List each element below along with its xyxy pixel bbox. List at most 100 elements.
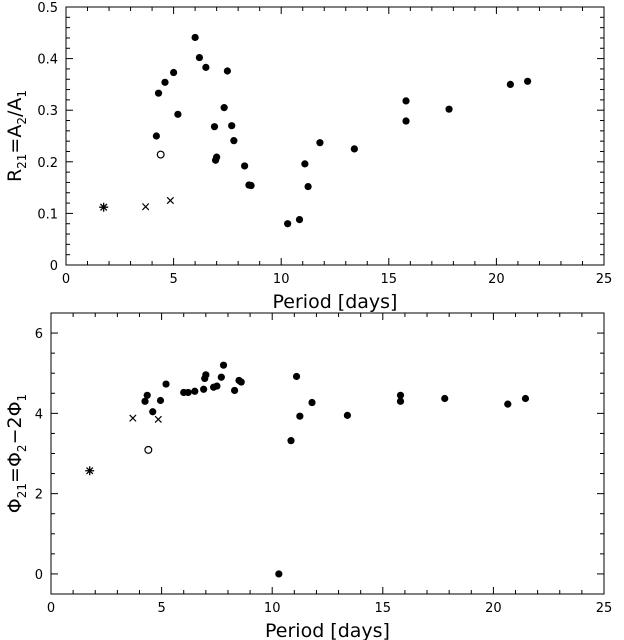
- data-point: [445, 105, 453, 113]
- data-point: [141, 397, 149, 405]
- y-tick-label: 0: [35, 568, 43, 583]
- data-point: [402, 117, 410, 125]
- data-point: [210, 123, 219, 131]
- y-tick-label: 0.1: [37, 207, 58, 222]
- data-point: [213, 382, 221, 390]
- data-point: [191, 387, 199, 395]
- y-title-part: Φ: [4, 498, 26, 513]
- data-point-cross: [154, 415, 162, 424]
- x-tick-label: 5: [169, 272, 177, 287]
- data-point: [202, 63, 210, 71]
- data-point: [402, 97, 410, 105]
- data-point: [230, 137, 238, 145]
- data-point-cross: [166, 196, 174, 205]
- x-tick-label: 0: [47, 601, 55, 616]
- x-tick-label: 15: [375, 601, 392, 616]
- data-point: [154, 89, 163, 97]
- data-point: [350, 145, 358, 153]
- y-title-subscript: 21: [15, 483, 29, 498]
- x-tick-label: 20: [485, 601, 502, 616]
- y-title-subscript: 1: [15, 90, 29, 98]
- data-point: [149, 408, 157, 416]
- y-axis-title: Φ21=Φ2−2Φ1: [4, 394, 29, 513]
- plot-frame: [50, 312, 605, 595]
- data-point: [230, 386, 239, 395]
- x-axis-title: Period [days]: [273, 291, 398, 313]
- data-point-star: [99, 202, 109, 212]
- data-point: [156, 396, 165, 405]
- x-tick-label: 10: [264, 601, 281, 616]
- data-point: [213, 153, 221, 161]
- data-point: [195, 53, 204, 62]
- data-point: [217, 373, 225, 381]
- data-point: [524, 77, 532, 85]
- data-point: [219, 361, 228, 369]
- data-point: [295, 215, 304, 224]
- x-tick-label: 25: [596, 601, 613, 616]
- y-tick-label: 2: [35, 488, 43, 503]
- y-title-subscript: 2: [15, 444, 29, 452]
- y-tick-label: 4: [35, 407, 43, 422]
- x-axis-title: Period [days]: [265, 620, 390, 640]
- y-tick-label: 0.5: [37, 1, 58, 16]
- data-point-star: [85, 466, 95, 476]
- y-title-part: R: [4, 169, 26, 182]
- data-point: [152, 132, 160, 140]
- y-title-part: −2Φ: [4, 401, 26, 444]
- data-point: [506, 80, 514, 88]
- data-point: [287, 437, 295, 445]
- data-point: [441, 394, 449, 403]
- data-point: [174, 110, 182, 118]
- data-point-cross: [141, 203, 150, 211]
- data-point: [161, 78, 169, 86]
- data-point: [184, 388, 192, 397]
- data-point: [316, 139, 324, 147]
- data-point: [237, 378, 245, 386]
- y-title-part: =A: [4, 125, 26, 154]
- data-point: [275, 570, 283, 578]
- y-title-subscript: 2: [15, 117, 29, 125]
- y-title-part: /A: [4, 98, 26, 117]
- y-tick-label: 6: [35, 327, 43, 342]
- data-point: [301, 160, 309, 168]
- data-point: [292, 372, 301, 381]
- x-tick-label: 0: [62, 272, 70, 287]
- data-point-cross: [129, 414, 137, 422]
- data-point: [223, 67, 231, 75]
- data-point: [202, 371, 210, 379]
- data-point: [241, 162, 249, 170]
- y-title-subscript: 1: [15, 394, 29, 402]
- data-point: [343, 411, 352, 419]
- data-point: [143, 391, 151, 399]
- data-point: [308, 398, 316, 407]
- data-point: [200, 385, 208, 393]
- x-tick-label: 5: [157, 601, 165, 616]
- y-tick-label: 0.3: [37, 104, 58, 119]
- data-point: [170, 68, 178, 77]
- y-title-subscript: 21: [15, 154, 29, 169]
- y-axis-title: R21=A2/A1: [4, 90, 29, 182]
- x-tick-label: 25: [596, 272, 613, 287]
- data-point: [521, 394, 530, 403]
- data-point: [396, 391, 405, 399]
- data-point: [247, 181, 255, 190]
- y-tick-label: 0.4: [37, 53, 58, 68]
- x-tick-label: 15: [381, 272, 398, 287]
- y-tick-label: 0.2: [37, 156, 58, 171]
- x-tick-label: 10: [273, 272, 290, 287]
- data-point: [162, 380, 170, 388]
- plot-frame: [65, 6, 605, 266]
- y-tick-label: 0: [50, 259, 58, 274]
- data-point: [296, 412, 304, 420]
- data-point: [220, 104, 228, 112]
- data-point: [284, 220, 292, 228]
- data-point-open: [156, 150, 165, 159]
- data-point: [504, 400, 512, 408]
- data-point: [396, 397, 405, 405]
- data-point: [304, 182, 312, 191]
- r21-panel: 0 5 10 15 20 25 0 0.1 0.2 0.3 0.4 0.5 Period [days] R…: [4, 1, 612, 313]
- y-title-part: =Φ: [4, 452, 26, 483]
- data-point-open: [144, 445, 153, 454]
- data-point: [228, 122, 236, 130]
